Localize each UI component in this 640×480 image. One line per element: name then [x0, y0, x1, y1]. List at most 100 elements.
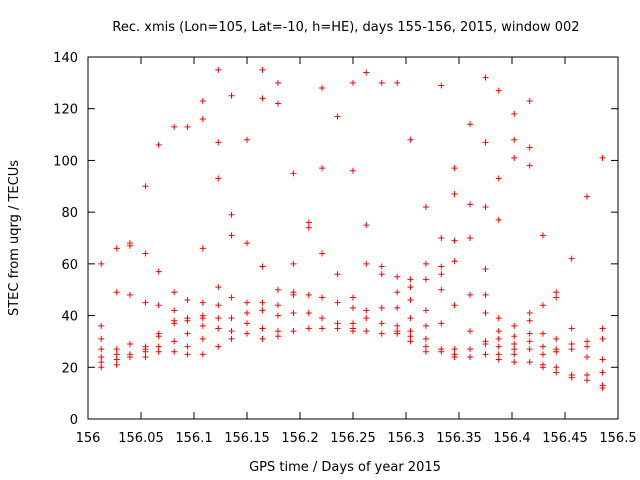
data-point	[438, 263, 445, 270]
data-point	[526, 309, 533, 316]
data-point	[113, 245, 120, 252]
data-point	[305, 219, 312, 226]
data-point	[142, 299, 149, 306]
data-point	[274, 328, 281, 335]
data-point	[599, 325, 606, 332]
data-point	[142, 250, 149, 257]
data-point	[422, 322, 429, 329]
data-point	[244, 136, 250, 143]
data-point	[467, 201, 474, 208]
data-point	[568, 374, 575, 381]
data-point	[259, 335, 266, 342]
data-point	[215, 315, 222, 322]
data-point	[199, 245, 206, 252]
data-point	[259, 299, 266, 306]
plot-frame	[87, 56, 619, 420]
data-point	[274, 286, 281, 293]
data-point	[319, 315, 326, 322]
x-tick-label: 156.1	[175, 431, 212, 446]
data-point	[451, 302, 458, 309]
data-point	[363, 328, 370, 335]
data-point	[113, 356, 120, 363]
data-point	[228, 232, 235, 239]
y-tick-label: 40	[61, 310, 78, 325]
data-point	[495, 87, 502, 94]
data-point	[438, 235, 445, 241]
data-point	[113, 361, 120, 368]
data-point	[553, 335, 560, 342]
x-tick-label: 156.15	[224, 431, 270, 446]
data-point	[274, 302, 281, 309]
y-tick-label: 80	[61, 206, 78, 221]
data-point	[290, 260, 297, 267]
data-point	[126, 291, 133, 298]
data-point	[511, 341, 518, 348]
data-point	[378, 271, 385, 278]
y-tick-label: 120	[53, 103, 78, 118]
data-point	[599, 154, 606, 161]
y-axis-label: STEC from uqrg / TECUs	[7, 160, 22, 316]
data-point	[495, 343, 502, 350]
data-point	[394, 322, 401, 329]
data-point	[244, 320, 250, 327]
x-tick-label: 156.35	[436, 431, 482, 446]
y-tick-label: 100	[53, 154, 78, 169]
data-point	[451, 237, 458, 244]
data-point	[482, 351, 489, 358]
data-point	[495, 315, 502, 322]
data-point	[215, 302, 222, 309]
data-point	[584, 353, 591, 360]
data-point	[290, 328, 297, 335]
data-point	[438, 348, 445, 355]
data-point	[422, 260, 429, 267]
data-point	[539, 330, 546, 337]
data-point	[539, 343, 546, 350]
data-point	[422, 307, 429, 314]
data-point	[155, 348, 162, 355]
data-point	[526, 144, 533, 151]
data-point	[495, 356, 502, 363]
data-point	[407, 136, 414, 143]
data-point	[363, 315, 370, 322]
data-point	[526, 317, 533, 324]
data-point	[113, 289, 120, 296]
data-point	[274, 312, 281, 319]
data-point	[155, 268, 162, 275]
data-point	[526, 162, 533, 169]
y-tick-label: 20	[61, 361, 78, 376]
data-point	[422, 335, 429, 342]
data-points	[98, 66, 606, 391]
data-point	[98, 260, 105, 267]
data-point	[215, 325, 222, 332]
data-point	[467, 121, 474, 128]
data-point	[467, 353, 474, 360]
data-point	[305, 309, 312, 316]
data-point	[199, 322, 206, 329]
data-point	[363, 222, 370, 229]
data-point	[407, 328, 414, 335]
data-point	[495, 335, 502, 342]
data-point	[126, 353, 133, 360]
data-point	[482, 309, 489, 316]
data-point	[215, 139, 222, 146]
data-point	[350, 294, 356, 301]
data-point	[126, 341, 133, 348]
y-axis: 0 20 40 60 80 100 120 140	[53, 51, 618, 428]
data-point	[438, 320, 445, 327]
data-point	[599, 335, 606, 342]
data-point	[98, 353, 105, 360]
data-point	[334, 113, 341, 120]
data-point	[290, 170, 297, 177]
data-point	[568, 255, 575, 262]
data-point	[495, 328, 502, 335]
data-point	[511, 110, 518, 117]
data-point	[378, 304, 385, 311]
data-point	[215, 66, 222, 73]
data-point	[511, 333, 518, 340]
data-point	[438, 286, 445, 293]
data-point	[155, 141, 162, 148]
data-point	[199, 116, 206, 123]
data-point	[98, 322, 105, 329]
data-point	[407, 338, 414, 345]
data-point	[171, 348, 178, 355]
